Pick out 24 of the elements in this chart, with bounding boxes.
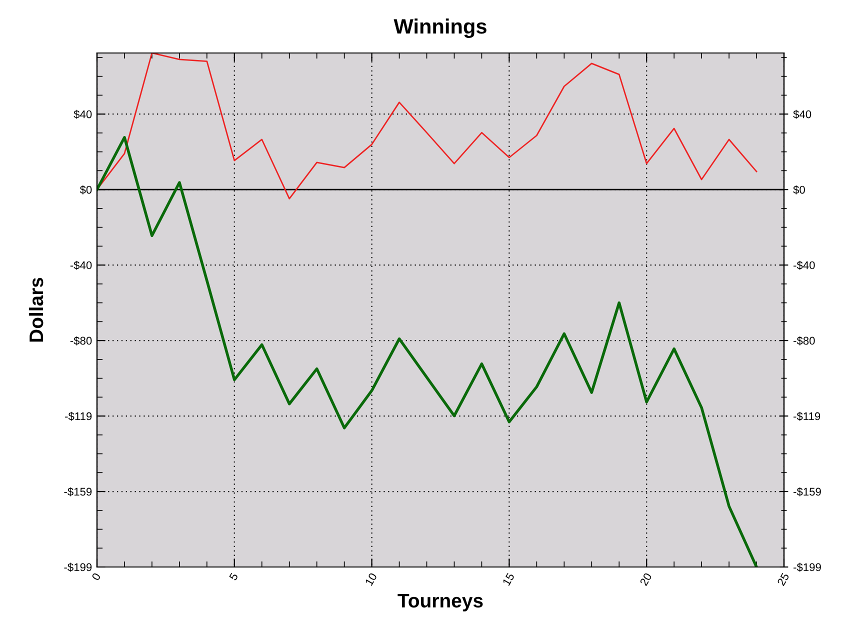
y-tick-label: $0 [80,185,92,194]
y-tick-label: -$80 [70,336,92,346]
y2-tick-label: -$40 [794,260,815,270]
y-tick-label: -$119 [65,412,92,421]
y-tick-label: -$40 [70,260,92,270]
y2-tick-label: $0 [793,185,805,194]
y-tick-label: -$159 [64,487,92,496]
line-series [97,136,758,567]
y2-tick-label: $40 [793,110,812,119]
chart-title: Winnings [394,18,486,38]
x-tick-label: 10 [364,572,378,586]
y2-tick-label: -$80 [794,336,815,346]
y-tick-label: -$199 [64,562,92,572]
x-tick-label: 20 [640,572,652,586]
x-tick-label: 25 [776,572,790,586]
y2-tick-label: -$119 [794,412,820,421]
y-axis-title: Dollars [28,278,44,342]
y-tick-label: $40 [74,110,92,119]
x-tick-label: 0 [91,572,101,581]
x-tick-label: 5 [228,572,238,581]
y2-tick-label: -$159 [794,487,821,496]
x-axis-title: Tourneys [398,594,483,612]
y2-tick-label: -$199 [794,562,821,572]
x-tick-label: 15 [502,572,515,586]
